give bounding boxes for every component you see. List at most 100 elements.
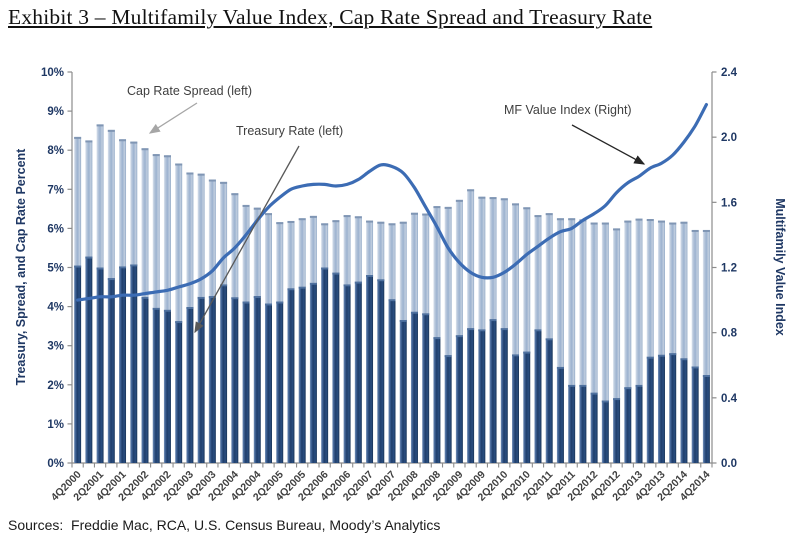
- cap-spread-bar-segment: [264, 213, 272, 304]
- cap-spread-bar-segment: [242, 204, 250, 302]
- cap-spread-bar-segment: [478, 196, 486, 330]
- treasury-bar-cap: [85, 256, 93, 259]
- cap-spread-bar-segment: [410, 212, 418, 312]
- cap-spread-bar-cap: [343, 215, 351, 218]
- treasury-bar-cap: [669, 353, 677, 356]
- cap-spread-bar-segment: [444, 206, 452, 356]
- left-axis-tick-label: 1%: [47, 419, 64, 431]
- bar-1Q2014: [669, 222, 677, 463]
- treasury-bar-cap: [152, 307, 160, 310]
- bar-3Q2012: [601, 222, 609, 463]
- bar-4Q2010: [523, 207, 531, 463]
- bar-2Q2009: [455, 199, 463, 463]
- cap-spread-bar-segment: [545, 213, 553, 339]
- treasury-bar-cap: [343, 284, 351, 287]
- treasury-bar-segment: [579, 384, 587, 463]
- treasury-bar-cap: [455, 335, 463, 338]
- treasury-bar-cap: [264, 303, 272, 306]
- cap-spread-bar-cap: [107, 129, 115, 132]
- bar-3Q2004: [242, 204, 250, 463]
- cap-rate-spread-arrow: [148, 102, 198, 134]
- cap-spread-bar-segment: [186, 172, 194, 307]
- treasury-bar-cap: [163, 309, 171, 312]
- treasury-bar-cap: [287, 288, 295, 291]
- left-axis-tick-label: 8%: [47, 145, 64, 157]
- bar-4Q2011: [568, 218, 576, 463]
- treasury-bar-cap: [321, 267, 329, 270]
- treasury-bar-cap: [366, 274, 374, 277]
- cap-spread-bar-segment: [85, 140, 93, 257]
- treasury-bar-cap: [467, 328, 475, 331]
- treasury-bar-cap: [523, 351, 531, 354]
- treasury-bar-cap: [444, 355, 452, 358]
- cap-spread-bar-segment: [702, 229, 710, 376]
- bar-4Q2013: [657, 220, 665, 463]
- treasury-bar-cap: [556, 366, 564, 369]
- treasury-bar-segment: [220, 284, 228, 463]
- bar-1Q2010: [489, 197, 497, 463]
- treasury-bar-segment: [624, 387, 632, 463]
- cap-spread-bar-cap: [309, 215, 317, 218]
- treasury-bar-cap: [422, 313, 430, 316]
- left-axis-tick-label: 10%: [41, 67, 64, 79]
- treasury-bar-segment: [613, 398, 621, 463]
- treasury-bar-cap: [512, 354, 520, 357]
- treasury-bar-cap: [354, 281, 362, 284]
- treasury-bar-cap: [613, 398, 621, 401]
- treasury-bar-cap: [702, 375, 710, 378]
- cap-spread-bar-cap: [691, 229, 699, 232]
- cap-spread-bar-cap: [422, 213, 430, 216]
- treasury-bar-cap: [590, 392, 598, 395]
- treasury-bar-cap: [545, 338, 553, 341]
- bar-3Q2003: [197, 173, 205, 463]
- cap-spread-bar-segment: [601, 222, 609, 401]
- exhibit-title: Exhibit 3 – Multifamily Value Index, Cap…: [8, 5, 653, 29]
- bar-4Q2008: [433, 206, 441, 463]
- treasury-bar-cap: [377, 279, 385, 282]
- right-axis-tick-label: 1.2: [721, 263, 737, 275]
- cap-spread-bar-segment: [220, 181, 228, 285]
- treasury-bar-segment: [197, 296, 205, 463]
- cap-spread-bar-cap: [354, 216, 362, 219]
- cap-spread-bar-cap: [276, 222, 284, 225]
- treasury-bar-cap: [624, 387, 632, 390]
- bar-4Q2005: [298, 218, 306, 463]
- bar-2Q2001: [96, 124, 104, 463]
- cap-spread-bar-segment: [332, 220, 340, 273]
- treasury-bar-segment: [388, 299, 396, 463]
- treasury-bar-segment: [680, 358, 688, 463]
- treasury-bar-segment: [107, 278, 115, 463]
- treasury-bar-cap: [657, 354, 665, 357]
- bar-3Q2002: [152, 154, 160, 463]
- treasury-bar-segment: [175, 321, 183, 463]
- treasury-bar-cap: [399, 319, 407, 322]
- cap-spread-bar-segment: [197, 173, 205, 297]
- treasury-bar-cap: [186, 306, 194, 309]
- cap-spread-bar-segment: [523, 207, 531, 352]
- cap-spread-bar-segment: [512, 203, 520, 355]
- cap-spread-bar-cap: [74, 136, 82, 139]
- treasury-bar-cap: [74, 265, 82, 268]
- cap-spread-bar-segment: [388, 223, 396, 300]
- treasury-bar-segment: [635, 384, 643, 463]
- cap-spread-bar-segment: [253, 207, 261, 297]
- bar-1Q2013: [624, 220, 632, 463]
- cap-spread-bar-cap: [130, 141, 138, 144]
- left-axis-tick-label: 0%: [47, 458, 64, 470]
- treasury-bar-cap: [253, 296, 261, 299]
- left-axis-title: Treasury, Spread, and Cap Rate Percent: [14, 148, 28, 386]
- bar-4Q2009: [478, 196, 486, 463]
- cap-spread-bar-cap: [455, 199, 463, 202]
- treasury-bar-segment: [601, 400, 609, 463]
- bar-2Q2004: [231, 193, 239, 463]
- bar-3Q2010: [512, 203, 520, 463]
- mf-value-index-annotation: MF Value Index (Right): [504, 103, 632, 117]
- bar-1Q2001: [85, 140, 93, 463]
- cap-spread-bar-segment: [208, 179, 216, 297]
- left-axis-tick-label: 2%: [47, 380, 64, 392]
- treasury-bar-segment: [163, 309, 171, 463]
- bar-2Q2002: [141, 148, 149, 463]
- treasury-bar-segment: [366, 274, 374, 463]
- cap-spread-bar-cap: [680, 221, 688, 224]
